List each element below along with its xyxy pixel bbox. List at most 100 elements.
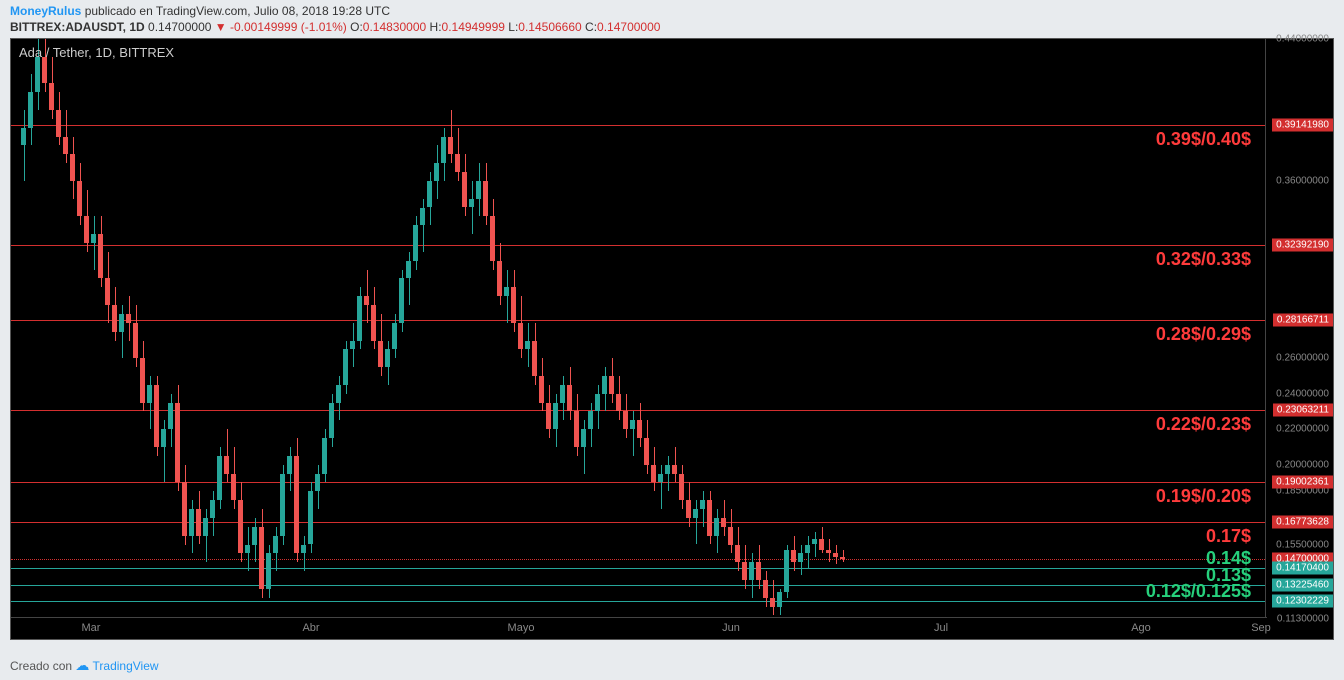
- candle-body[interactable]: [364, 296, 369, 305]
- candle-body[interactable]: [49, 83, 54, 110]
- candle-body[interactable]: [168, 403, 173, 430]
- candle-body[interactable]: [252, 527, 257, 545]
- candle-body[interactable]: [833, 553, 838, 557]
- candle-body[interactable]: [294, 456, 299, 554]
- candle-body[interactable]: [462, 172, 467, 207]
- candle-body[interactable]: [378, 341, 383, 368]
- candle-body[interactable]: [532, 341, 537, 376]
- candle-body[interactable]: [441, 137, 446, 164]
- candle-body[interactable]: [133, 323, 138, 358]
- candle-body[interactable]: [686, 500, 691, 518]
- candle-body[interactable]: [665, 465, 670, 474]
- candle-body[interactable]: [476, 181, 481, 199]
- candle-body[interactable]: [371, 305, 376, 340]
- candle-body[interactable]: [518, 323, 523, 350]
- horizontal-line[interactable]: [11, 601, 1267, 602]
- candle-body[interactable]: [413, 225, 418, 260]
- candle-body[interactable]: [546, 403, 551, 430]
- candle-body[interactable]: [259, 527, 264, 589]
- horizontal-line[interactable]: [11, 320, 1267, 321]
- candle-body[interactable]: [392, 323, 397, 350]
- candle-body[interactable]: [427, 181, 432, 208]
- candle-body[interactable]: [322, 438, 327, 473]
- candle-body[interactable]: [77, 181, 82, 216]
- candle-body[interactable]: [644, 438, 649, 465]
- candle-body[interactable]: [770, 598, 775, 607]
- candle-body[interactable]: [112, 305, 117, 332]
- candle-body[interactable]: [525, 341, 530, 350]
- candle-body[interactable]: [420, 208, 425, 226]
- candle-body[interactable]: [651, 465, 656, 483]
- candle-body[interactable]: [707, 500, 712, 535]
- candle-body[interactable]: [658, 474, 663, 483]
- candle-body[interactable]: [588, 411, 593, 429]
- candle-body[interactable]: [742, 562, 747, 580]
- candle-body[interactable]: [238, 500, 243, 553]
- candle-body[interactable]: [147, 385, 152, 403]
- candle-body[interactable]: [637, 420, 642, 438]
- candle-body[interactable]: [728, 527, 733, 545]
- candle-body[interactable]: [567, 385, 572, 412]
- candle-body[interactable]: [315, 474, 320, 492]
- candle-body[interactable]: [175, 403, 180, 483]
- candle-body[interactable]: [217, 456, 222, 500]
- candle-body[interactable]: [119, 314, 124, 332]
- candle-body[interactable]: [280, 474, 285, 536]
- candle-body[interactable]: [189, 509, 194, 536]
- candle-body[interactable]: [448, 137, 453, 155]
- candle-body[interactable]: [105, 278, 110, 305]
- candle-body[interactable]: [756, 562, 761, 580]
- candle-body[interactable]: [126, 314, 131, 323]
- candle-body[interactable]: [343, 349, 348, 384]
- candle-body[interactable]: [266, 553, 271, 588]
- candle-body[interactable]: [182, 482, 187, 535]
- candle-body[interactable]: [287, 456, 292, 474]
- candle-body[interactable]: [504, 287, 509, 296]
- candle-body[interactable]: [826, 550, 831, 554]
- candle-body[interactable]: [385, 349, 390, 367]
- candle-body[interactable]: [595, 394, 600, 412]
- candle-body[interactable]: [672, 465, 677, 474]
- candle-body[interactable]: [308, 491, 313, 544]
- candle-body[interactable]: [154, 385, 159, 447]
- candle-body[interactable]: [560, 385, 565, 403]
- horizontal-line[interactable]: [11, 482, 1267, 483]
- horizontal-line[interactable]: [11, 125, 1267, 126]
- horizontal-line[interactable]: [11, 568, 1267, 569]
- candle-body[interactable]: [581, 429, 586, 447]
- candle-body[interactable]: [490, 216, 495, 260]
- candle-body[interactable]: [798, 553, 803, 562]
- candle-body[interactable]: [819, 539, 824, 550]
- candle-body[interactable]: [210, 500, 215, 518]
- candle-body[interactable]: [91, 234, 96, 243]
- chart-area[interactable]: Ada / Tether, 1D, BITTREX 0.39$/0.40$0.3…: [10, 38, 1334, 640]
- candle-body[interactable]: [301, 545, 306, 554]
- candle-body[interactable]: [623, 411, 628, 429]
- username[interactable]: MoneyRulus: [10, 4, 81, 18]
- candle-body[interactable]: [84, 216, 89, 243]
- candle-body[interactable]: [791, 550, 796, 562]
- candle-body[interactable]: [630, 420, 635, 429]
- candle-body[interactable]: [203, 518, 208, 536]
- candle-body[interactable]: [812, 539, 817, 544]
- horizontal-line[interactable]: [11, 559, 1267, 560]
- candle-body[interactable]: [196, 509, 201, 536]
- candle-body[interactable]: [777, 592, 782, 606]
- candle-body[interactable]: [763, 580, 768, 598]
- candle-body[interactable]: [336, 385, 341, 403]
- candle-body[interactable]: [357, 296, 362, 340]
- candle-body[interactable]: [483, 181, 488, 216]
- candle-body[interactable]: [679, 474, 684, 501]
- candle-body[interactable]: [434, 163, 439, 181]
- candle-body[interactable]: [350, 341, 355, 350]
- candle-body[interactable]: [140, 358, 145, 402]
- candle-body[interactable]: [616, 394, 621, 412]
- tradingview-link[interactable]: TradingView: [93, 659, 159, 673]
- candle-body[interactable]: [469, 199, 474, 208]
- candle-body[interactable]: [784, 550, 789, 593]
- candle-body[interactable]: [602, 376, 607, 394]
- candle-body[interactable]: [231, 474, 236, 501]
- candle-body[interactable]: [406, 261, 411, 279]
- candle-body[interactable]: [329, 403, 334, 438]
- candle-body[interactable]: [399, 278, 404, 322]
